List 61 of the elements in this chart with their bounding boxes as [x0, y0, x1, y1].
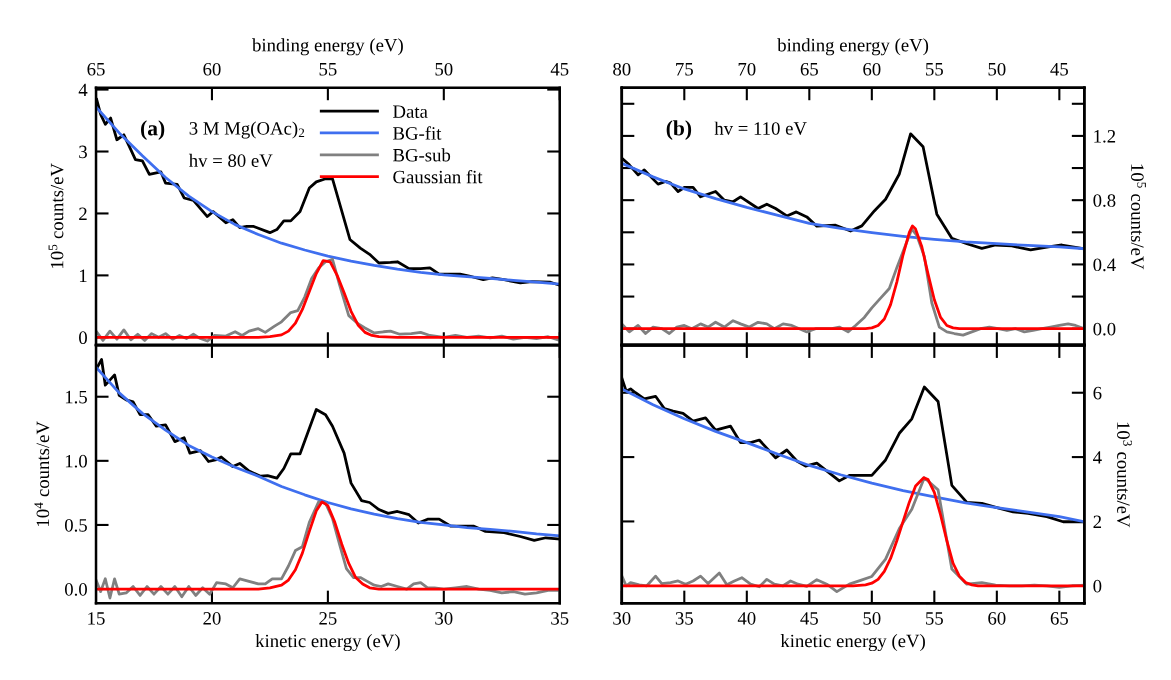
x2-tick-label: 75 — [676, 63, 693, 76]
x-tick-label: 20 — [203, 612, 221, 625]
annotation: 3 M Mg(OAc)$_{2}$ — [189, 121, 305, 139]
x2-axis-title: binding energy (eV) — [252, 38, 403, 56]
x2-tick-label: 70 — [738, 62, 756, 76]
x2-tick-label: 65 — [800, 62, 818, 76]
y-tick-label: 3 — [79, 145, 87, 159]
y2-tick-label: 4 — [1093, 451, 1102, 464]
x-tick-label: 35 — [551, 612, 569, 625]
y-tick-label: 1.0 — [65, 454, 87, 468]
annotation: hv = 110 eV — [714, 121, 807, 135]
legend-label: BG-fit — [393, 126, 442, 140]
x-tick-label: 60 — [988, 612, 1006, 625]
x2-tick-label: 45 — [1050, 63, 1068, 76]
x-tick-label: 25 — [319, 612, 337, 625]
x-tick-label: 40 — [737, 612, 756, 625]
x-tick-label: 35 — [675, 612, 693, 625]
y-tick-label: 1.5 — [65, 390, 87, 404]
y-tick-label: 1 — [79, 269, 87, 282]
y2-tick-label: 1.2 — [1094, 130, 1116, 143]
x2-tick-label: 50 — [988, 62, 1006, 76]
x-tick-label: 55 — [926, 612, 943, 625]
x-tick-label: 30 — [613, 612, 631, 625]
y-tick-label: 4 — [78, 83, 88, 97]
y2-axis-title: 10$^{5}$ counts/eV — [1130, 164, 1146, 270]
x-tick-label: 15 — [88, 612, 105, 625]
y2-tick-label: 0 — [1093, 579, 1102, 593]
x2-tick-label: 60 — [203, 62, 221, 76]
y2-tick-label: 0.0 — [1093, 322, 1116, 336]
x2-tick-label: 45 — [550, 63, 569, 76]
y-tick-label: 0.5 — [64, 518, 87, 532]
y2-tick-label: 2 — [1093, 515, 1102, 528]
y-tick-label: 2 — [79, 207, 87, 220]
x2-tick-label: 50 — [435, 62, 453, 76]
x2-tick-label: 65 — [87, 62, 105, 76]
x2-tick-label: 60 — [863, 62, 881, 76]
x2-tick-label: 55 — [319, 63, 337, 76]
x-tick-label: 50 — [863, 612, 881, 625]
x-tick-label: 65 — [1050, 612, 1068, 625]
x2-tick-label: 80 — [613, 62, 631, 76]
y2-axis-title: 10$^{3}$ counts/eV — [1116, 422, 1132, 528]
legend-label: Gaussian fit — [393, 169, 483, 184]
y-tick-label: 0 — [79, 331, 87, 345]
annotation: hv = 80 eV — [188, 153, 273, 168]
x-axis-title: kinetic energy (eV) — [780, 634, 925, 652]
y-tick-label: 0.0 — [64, 583, 87, 596]
annotation: (a) — [141, 120, 165, 140]
legend-label: Data — [393, 105, 428, 118]
x-tick-label: 45 — [800, 612, 818, 625]
line-series — [621, 161, 1085, 251]
annotation: (b) — [666, 120, 692, 140]
legend-label: BG-sub — [393, 148, 451, 162]
y-axis-title: 10$^{5}$ counts/eV — [48, 163, 64, 268]
x-axis-title: kinetic energy (eV) — [255, 634, 400, 652]
y2-tick-label: 0.4 — [1093, 258, 1116, 272]
x2-tick-label: 55 — [926, 63, 943, 76]
x-tick-label: 30 — [435, 612, 453, 625]
y-axis-title: 10$^{4}$ counts/eV — [34, 421, 50, 526]
y2-tick-label: 0.8 — [1093, 194, 1116, 207]
y2-tick-label: 6 — [1093, 386, 1102, 400]
x2-axis-title: binding energy (eV) — [777, 38, 929, 56]
